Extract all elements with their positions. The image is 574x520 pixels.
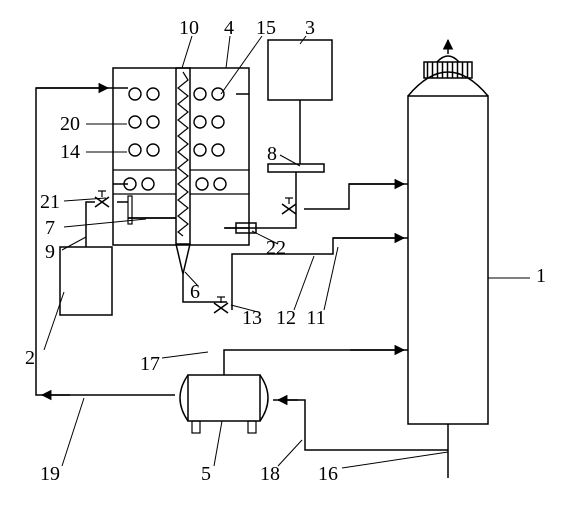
label-10: 10	[179, 17, 199, 39]
label-14: 14	[60, 141, 80, 163]
label-7: 7	[45, 217, 55, 239]
label-19: 19	[40, 463, 60, 485]
label-12: 12	[276, 307, 296, 329]
label-20: 20	[60, 113, 80, 135]
label-2: 2	[25, 347, 35, 369]
label-6: 6	[190, 281, 200, 303]
reactor-coils	[124, 88, 226, 190]
tower-vessel	[408, 40, 488, 424]
label-16: 16	[318, 463, 338, 485]
label-5: 5	[201, 463, 211, 485]
pipe-e12	[232, 238, 408, 310]
reactor-box	[113, 68, 249, 274]
pipe-e19	[36, 88, 175, 395]
tank-3	[268, 40, 332, 100]
label-15: 15	[256, 17, 276, 39]
tank-2	[60, 247, 112, 315]
pipe-e8b	[236, 172, 296, 228]
label-22: 22	[266, 237, 286, 259]
label-21: 21	[40, 191, 60, 213]
drum-5	[180, 375, 268, 433]
label-17: 17	[140, 353, 160, 375]
label-4: 4	[224, 17, 234, 39]
label-9: 9	[45, 241, 55, 263]
label-3: 3	[305, 17, 315, 39]
process-lines	[36, 88, 448, 478]
label-18: 18	[260, 463, 280, 485]
label-13: 13	[242, 307, 262, 329]
valve-13	[214, 297, 228, 313]
valve-22	[282, 198, 296, 214]
label-1: 1	[536, 265, 546, 287]
label-11: 11	[306, 307, 325, 329]
label-8: 8	[267, 143, 277, 165]
flow-arrows	[36, 88, 404, 400]
pipe-e11	[304, 184, 408, 209]
callout-labels: 12345678910111213141516171819202122	[25, 17, 546, 485]
pipe-e17	[224, 350, 408, 375]
